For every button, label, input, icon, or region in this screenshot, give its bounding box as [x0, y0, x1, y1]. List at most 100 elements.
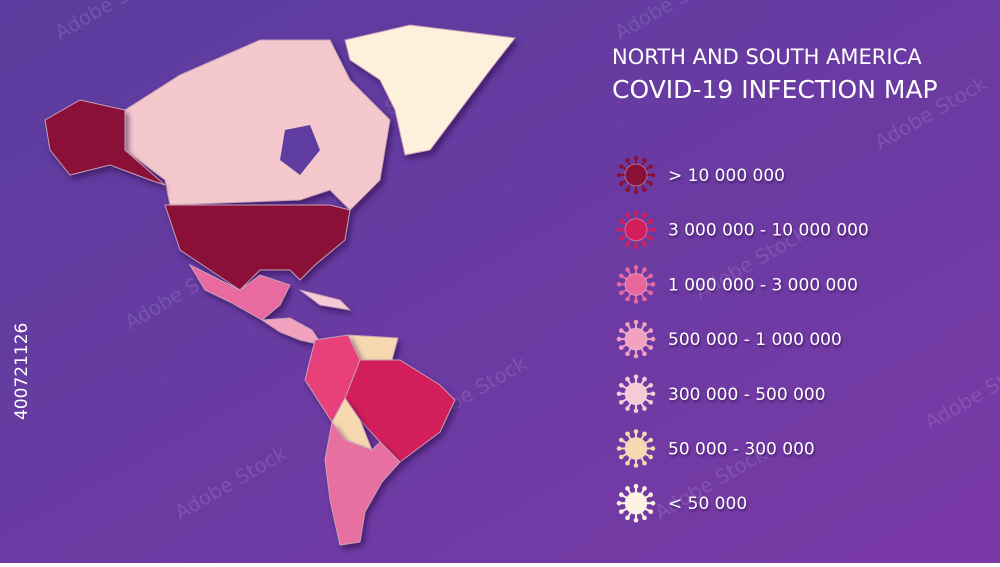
virus-spike-tip	[642, 322, 647, 327]
virus-spike-tip	[648, 438, 653, 443]
legend-label: > 10 000 000	[668, 166, 785, 186]
virus-spike-tip	[617, 282, 622, 287]
virus-spike-tip	[634, 156, 639, 161]
virus-spike-tip	[648, 219, 653, 224]
virus-spike-tip	[634, 265, 639, 270]
virus-spike-tip	[651, 392, 656, 397]
virus-spike-tip	[642, 158, 647, 163]
virus-spike-tip	[617, 501, 622, 506]
virus-spike-tip	[651, 227, 656, 232]
virus-spike-tip	[625, 297, 630, 302]
virus-spike-tip	[642, 213, 647, 218]
virus-spike-tip	[648, 274, 653, 279]
virus-spike-tip	[625, 352, 630, 357]
image-id: 400721126	[12, 323, 32, 420]
virus-spike-tip	[642, 352, 647, 357]
virus-spike-tip	[648, 455, 653, 460]
virus-body	[625, 219, 647, 241]
virus-spike-tip	[619, 236, 624, 241]
virus-spike-tip	[625, 242, 630, 247]
virus-spike-tip	[642, 431, 647, 436]
virus-spike-tip	[625, 516, 630, 521]
virus-spike-tip	[619, 455, 624, 460]
virus-spike-tip	[634, 320, 639, 325]
virus-spike-tip	[619, 274, 624, 279]
virus-spike-tip	[648, 181, 653, 186]
virus-spike-tip	[648, 164, 653, 169]
virus-spike-tip	[625, 267, 630, 272]
virus-body	[625, 164, 647, 186]
legend-label: 300 000 - 500 000	[668, 385, 826, 405]
virus-spike-tip	[634, 244, 639, 249]
virus-spike-tip	[648, 383, 653, 388]
virus-spike-tip	[617, 392, 622, 397]
virus-spike-tip	[648, 509, 653, 514]
virus-spike-tip	[625, 406, 630, 411]
virus-spike-tip	[634, 463, 639, 468]
virus-spike-tip	[619, 181, 624, 186]
virus-spike-tip	[651, 173, 656, 178]
virus-spike-tip	[619, 383, 624, 388]
virus-spike-tip	[651, 501, 656, 506]
virus-spike-tip	[634, 299, 639, 304]
virus-spike-tip	[634, 210, 639, 215]
virus-spike-tip	[648, 492, 653, 497]
virus-spike-tip	[642, 297, 647, 302]
virus-spike-tip	[619, 219, 624, 224]
virus-spike-tip	[648, 328, 653, 333]
title-line-1: NORTH AND SOUTH AMERICA	[612, 45, 922, 69]
virus-spike-tip	[625, 322, 630, 327]
virus-spike-tip	[642, 377, 647, 382]
virus-spike-tip	[634, 354, 639, 359]
virus-spike-tip	[651, 282, 656, 287]
virus-body	[625, 328, 647, 350]
virus-spike-tip	[619, 492, 624, 497]
virus-spike-tip	[651, 446, 656, 451]
legend-label: < 50 000	[668, 494, 747, 514]
virus-spike-tip	[617, 227, 622, 232]
legend-label: 3 000 000 - 10 000 000	[668, 221, 869, 241]
virus-spike-tip	[634, 429, 639, 434]
virus-spike-tip	[619, 509, 624, 514]
virus-spike-tip	[634, 484, 639, 489]
virus-spike-tip	[634, 409, 639, 414]
virus-spike-tip	[648, 291, 653, 296]
virus-spike-tip	[642, 406, 647, 411]
legend-label: 50 000 - 300 000	[668, 440, 815, 460]
virus-spike-tip	[625, 158, 630, 163]
title-line-2: COVID-19 INFECTION MAP	[612, 75, 938, 104]
virus-spike-tip	[634, 375, 639, 380]
virus-spike-tip	[619, 400, 624, 405]
virus-spike-tip	[625, 187, 630, 192]
virus-spike-tip	[619, 291, 624, 296]
virus-spike-tip	[634, 518, 639, 523]
virus-spike-tip	[625, 461, 630, 466]
virus-spike-tip	[634, 190, 639, 195]
virus-spike-tip	[642, 461, 647, 466]
legend-label: 1 000 000 - 3 000 000	[668, 275, 858, 295]
virus-spike-tip	[625, 377, 630, 382]
virus-spike-tip	[642, 187, 647, 192]
virus-spike-tip	[625, 486, 630, 491]
virus-spike-tip	[642, 242, 647, 247]
virus-spike-tip	[617, 446, 622, 451]
virus-spike-tip	[642, 486, 647, 491]
virus-spike-tip	[642, 267, 647, 272]
virus-spike-tip	[648, 236, 653, 241]
virus-spike-tip	[625, 431, 630, 436]
virus-spike-tip	[619, 438, 624, 443]
virus-spike-tip	[648, 400, 653, 405]
virus-spike-tip	[617, 337, 622, 342]
virus-spike-tip	[619, 345, 624, 350]
virus-spike-tip	[625, 213, 630, 218]
virus-body	[625, 273, 647, 295]
virus-body	[625, 438, 647, 460]
virus-spike-tip	[617, 173, 622, 178]
virus-spike-tip	[651, 337, 656, 342]
virus-body	[625, 492, 647, 514]
virus-spike-tip	[648, 345, 653, 350]
virus-spike-tip	[619, 328, 624, 333]
virus-spike-tip	[642, 516, 647, 521]
legend-label: 500 000 - 1 000 000	[668, 330, 842, 350]
